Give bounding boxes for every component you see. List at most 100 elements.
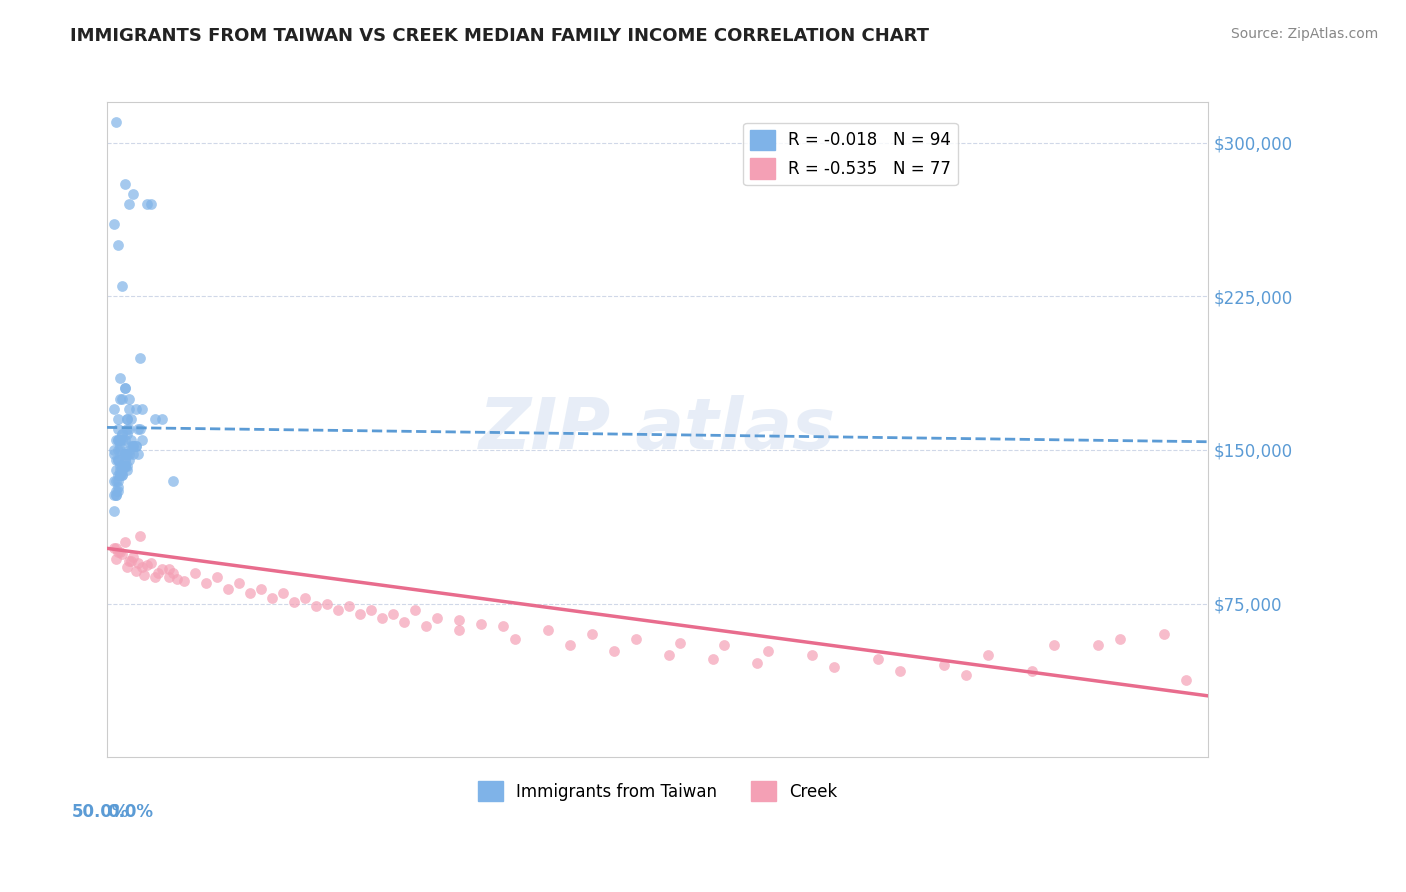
Point	[104, 551, 127, 566]
Point	[713, 638, 735, 652]
Point	[114, 535, 136, 549]
Point	[1153, 627, 1175, 641]
Point	[316, 597, 339, 611]
Point	[118, 447, 141, 461]
Point	[932, 658, 955, 673]
Point	[166, 572, 188, 586]
Point	[1021, 665, 1043, 679]
Point	[103, 474, 125, 488]
Point	[111, 426, 134, 441]
Text: Source: ZipAtlas.com: Source: ZipAtlas.com	[1230, 27, 1378, 41]
Point	[103, 442, 125, 457]
Point	[104, 463, 127, 477]
Point	[107, 238, 129, 252]
Point	[120, 554, 142, 568]
Point	[328, 603, 350, 617]
Point	[114, 453, 136, 467]
Point	[129, 529, 152, 543]
Point	[114, 177, 136, 191]
Point	[124, 439, 146, 453]
Point	[122, 439, 145, 453]
Point	[108, 439, 131, 453]
Point	[702, 652, 724, 666]
Point	[114, 453, 136, 467]
Point	[146, 566, 169, 580]
Point	[118, 554, 141, 568]
Point	[108, 371, 131, 385]
Point	[111, 467, 134, 482]
Point	[103, 504, 125, 518]
Point	[624, 632, 647, 646]
Point	[184, 566, 207, 580]
Point	[1087, 638, 1109, 652]
Point	[114, 459, 136, 474]
Point	[118, 401, 141, 416]
Point	[127, 422, 149, 436]
Point	[107, 433, 129, 447]
Point	[104, 453, 127, 467]
Point	[111, 463, 134, 477]
Point	[145, 570, 167, 584]
Point	[115, 447, 138, 461]
Point	[122, 439, 145, 453]
Point	[115, 426, 138, 441]
Point	[107, 480, 129, 494]
Point	[382, 607, 405, 621]
Point	[449, 613, 471, 627]
Point	[131, 401, 153, 416]
Point	[107, 453, 129, 467]
Point	[745, 656, 768, 670]
Point	[162, 566, 184, 580]
Point	[449, 624, 471, 638]
Point	[124, 439, 146, 453]
Point	[139, 556, 162, 570]
Point	[129, 422, 152, 436]
Point	[120, 412, 142, 426]
Point	[492, 619, 515, 633]
Point	[371, 611, 394, 625]
Point	[103, 447, 125, 461]
Point	[503, 632, 526, 646]
Point	[107, 467, 129, 482]
Point	[115, 559, 138, 574]
Point	[115, 412, 138, 426]
Point	[103, 488, 125, 502]
Point	[114, 433, 136, 447]
Point	[104, 433, 127, 447]
Point	[800, 648, 823, 662]
Point	[162, 474, 184, 488]
Point	[195, 576, 218, 591]
Point	[103, 218, 125, 232]
Point	[120, 433, 142, 447]
Point	[111, 426, 134, 441]
Point	[104, 541, 127, 556]
Point	[262, 591, 284, 605]
Point	[127, 556, 149, 570]
Point	[124, 564, 146, 578]
Point	[127, 447, 149, 461]
Point	[271, 586, 294, 600]
Point	[118, 197, 141, 211]
Point	[108, 433, 131, 447]
Point	[114, 459, 136, 474]
Point	[114, 447, 136, 461]
Point	[283, 594, 305, 608]
Point	[1109, 632, 1132, 646]
Point	[115, 412, 138, 426]
Point	[536, 624, 558, 638]
Point	[107, 474, 129, 488]
Point	[108, 545, 131, 559]
Point	[239, 586, 262, 600]
Point	[977, 648, 1000, 662]
Legend: Immigrants from Taiwan, Creek: Immigrants from Taiwan, Creek	[471, 774, 844, 808]
Point	[337, 599, 360, 613]
Point	[426, 611, 449, 625]
Point	[115, 463, 138, 477]
Point	[134, 568, 156, 582]
Point	[470, 617, 492, 632]
Point	[120, 439, 142, 453]
Point	[404, 603, 426, 617]
Point	[157, 570, 180, 584]
Point	[111, 433, 134, 447]
Point	[228, 576, 250, 591]
